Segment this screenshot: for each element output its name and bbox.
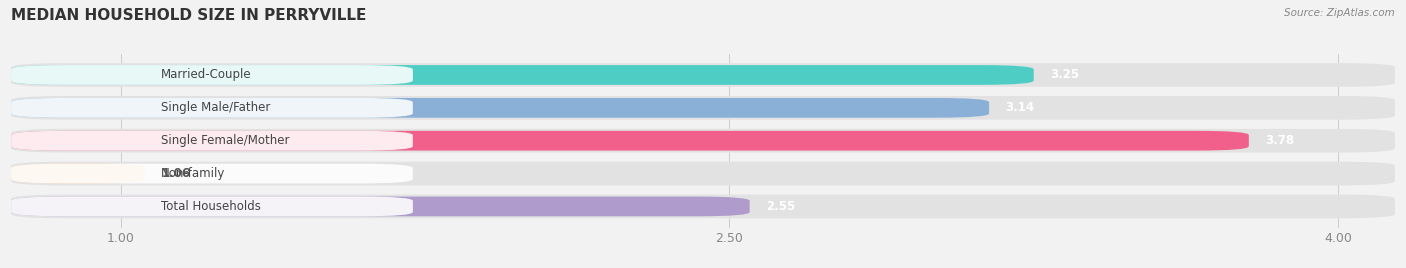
FancyBboxPatch shape [11,164,413,183]
FancyBboxPatch shape [11,131,1249,151]
Text: MEDIAN HOUSEHOLD SIZE IN PERRYVILLE: MEDIAN HOUSEHOLD SIZE IN PERRYVILLE [11,8,367,23]
Text: Single Male/Father: Single Male/Father [162,101,270,114]
FancyBboxPatch shape [11,195,1395,218]
FancyBboxPatch shape [11,63,1395,87]
Text: 3.14: 3.14 [1005,101,1035,114]
FancyBboxPatch shape [11,162,1395,185]
Text: Source: ZipAtlas.com: Source: ZipAtlas.com [1284,8,1395,18]
FancyBboxPatch shape [11,131,413,151]
Text: 3.78: 3.78 [1265,134,1294,147]
FancyBboxPatch shape [11,65,413,85]
Text: 1.06: 1.06 [162,167,190,180]
FancyBboxPatch shape [11,65,1033,85]
Text: Married-Couple: Married-Couple [162,68,252,81]
FancyBboxPatch shape [11,98,413,118]
Text: Single Female/Mother: Single Female/Mother [162,134,290,147]
FancyBboxPatch shape [11,96,1395,120]
Text: 2.55: 2.55 [766,200,796,213]
Text: 3.25: 3.25 [1050,68,1078,81]
FancyBboxPatch shape [11,196,413,216]
Text: Total Households: Total Households [162,200,262,213]
FancyBboxPatch shape [11,196,749,216]
Text: Non-family: Non-family [162,167,225,180]
FancyBboxPatch shape [11,98,988,118]
FancyBboxPatch shape [11,129,1395,152]
FancyBboxPatch shape [11,164,145,183]
